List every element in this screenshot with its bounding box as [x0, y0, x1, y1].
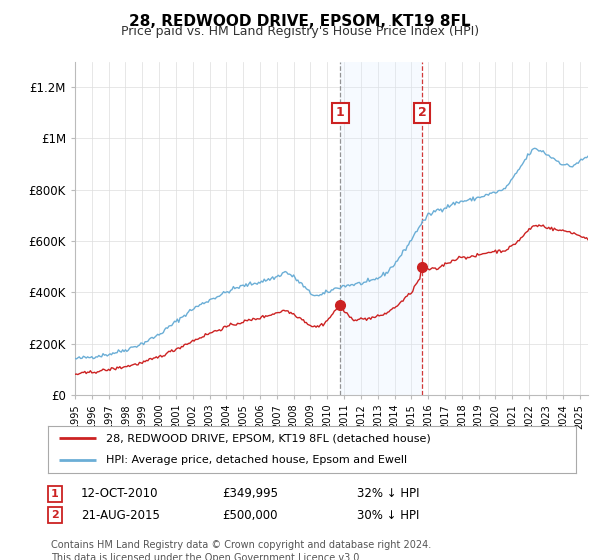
Text: 2: 2 [51, 510, 59, 520]
Text: £349,995: £349,995 [222, 487, 278, 501]
Text: 2: 2 [418, 106, 427, 119]
Text: 32% ↓ HPI: 32% ↓ HPI [357, 487, 419, 501]
Text: 1: 1 [51, 489, 59, 499]
Text: Contains HM Land Registry data © Crown copyright and database right 2024.
This d: Contains HM Land Registry data © Crown c… [51, 540, 431, 560]
Text: 28, REDWOOD DRIVE, EPSOM, KT19 8FL: 28, REDWOOD DRIVE, EPSOM, KT19 8FL [129, 14, 471, 29]
Text: 21-AUG-2015: 21-AUG-2015 [81, 508, 160, 522]
Text: 1: 1 [336, 106, 345, 119]
Text: £500,000: £500,000 [222, 508, 277, 522]
Text: 12-OCT-2010: 12-OCT-2010 [81, 487, 158, 501]
Text: 28, REDWOOD DRIVE, EPSOM, KT19 8FL (detached house): 28, REDWOOD DRIVE, EPSOM, KT19 8FL (deta… [106, 433, 431, 444]
Text: 30% ↓ HPI: 30% ↓ HPI [357, 508, 419, 522]
Text: HPI: Average price, detached house, Epsom and Ewell: HPI: Average price, detached house, Epso… [106, 455, 407, 465]
Text: Price paid vs. HM Land Registry's House Price Index (HPI): Price paid vs. HM Land Registry's House … [121, 25, 479, 38]
Bar [340, 62, 422, 395]
